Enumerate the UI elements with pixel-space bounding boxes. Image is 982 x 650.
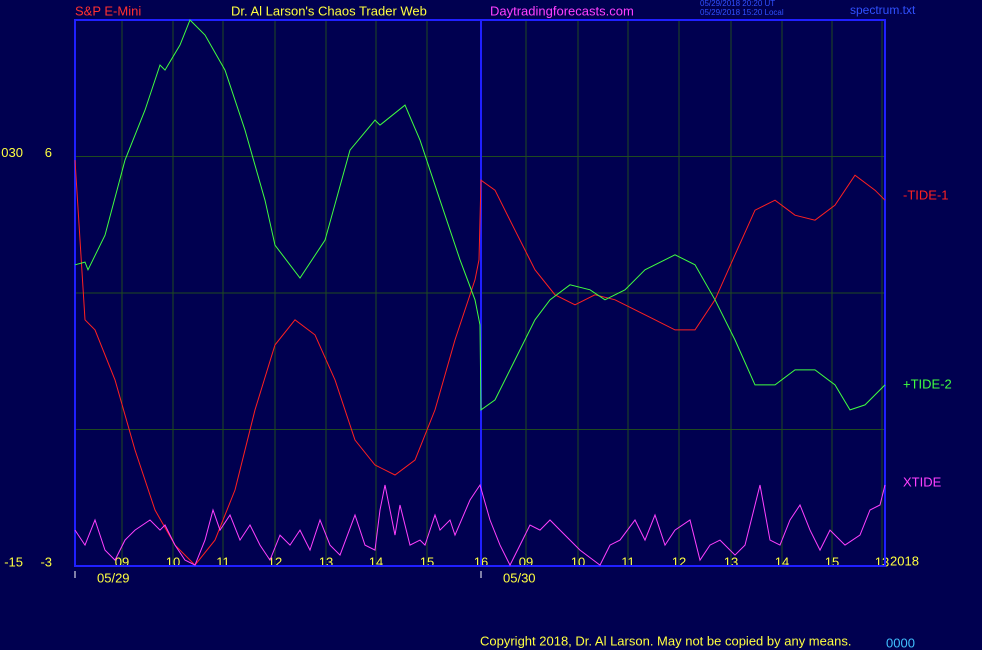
x-tick-label: 10: [166, 554, 180, 569]
x-tick-label: 13: [319, 554, 333, 569]
series-label: -TIDE-1: [903, 187, 949, 202]
series-label: +TIDE-2: [903, 376, 952, 391]
footer-code: 0000: [886, 635, 915, 650]
series-label: XTIDE: [903, 474, 942, 489]
time-ut: 05/29/2018 20:20 UT: [700, 0, 775, 8]
copyright: Copyright 2018, Dr. Al Larson. May not b…: [480, 633, 851, 648]
title: Dr. Al Larson's Chaos Trader Web: [231, 3, 427, 18]
x-tick-label: 11: [216, 554, 230, 569]
x-tick-label: 15: [825, 554, 839, 569]
series-line: [74, 19, 886, 411]
x-tick-label: 11: [621, 554, 635, 569]
series-line: [74, 160, 886, 566]
year: 2018: [890, 553, 919, 568]
file-name: spectrum.txt: [850, 3, 916, 17]
x-tick-label: 12: [268, 554, 282, 569]
y2-tick-label: -15: [4, 554, 23, 569]
date-label: 05/29: [97, 570, 130, 585]
date-label: 05/30: [503, 570, 536, 585]
y-tick-label: 6: [45, 145, 52, 160]
x-tick-label: 13: [875, 554, 889, 569]
x-tick-label: 13: [724, 554, 738, 569]
y2-tick-label: 030: [1, 145, 23, 160]
x-tick-label: 09: [519, 554, 533, 569]
x-tick-label: 14: [775, 554, 789, 569]
time-local: 05/29/2018 15:20 Local: [700, 8, 784, 17]
symbol: S&P E-Mini: [75, 3, 141, 18]
y-tick-label: -3: [40, 554, 52, 569]
x-tick-label: 12: [672, 554, 686, 569]
x-tick-label: 10: [571, 554, 585, 569]
site: Daytradingforecasts.com: [490, 3, 634, 18]
series-line: [74, 483, 886, 567]
x-tick-label: 15: [420, 554, 434, 569]
x-tick-label: 14: [369, 554, 383, 569]
